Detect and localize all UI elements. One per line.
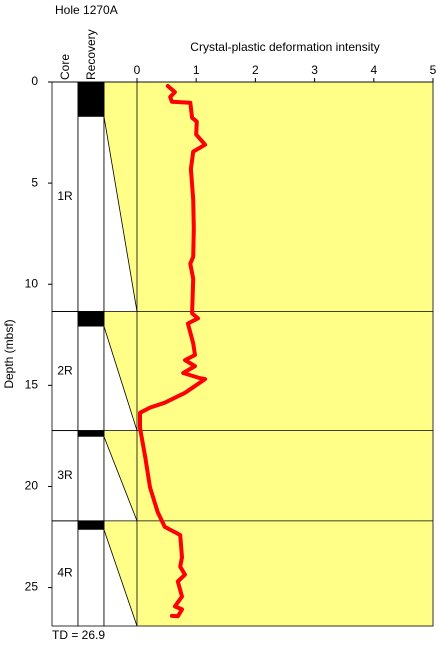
recovery-box [77, 520, 105, 627]
core-box [51, 311, 79, 432]
chart-title: Hole 1270A [55, 3, 118, 17]
recovery-box [77, 81, 105, 312]
recovered-section [78, 311, 104, 327]
x-tick-label: 4 [370, 63, 377, 77]
core-label: 3R [57, 468, 73, 482]
core-label: 4R [57, 566, 73, 580]
recovered-section [78, 520, 104, 530]
recovery-header: Recovery [84, 29, 98, 80]
core-box [51, 520, 79, 627]
recovered-section [78, 82, 104, 117]
plot-background [104, 82, 433, 626]
x-tick-label: 0 [134, 63, 141, 77]
core-header: Core [58, 54, 72, 80]
x-tick-label: 2 [252, 63, 259, 77]
y-axis-label: Depth (mbsf) [2, 319, 16, 388]
plot-frame [103, 81, 434, 627]
recovered-section [78, 430, 104, 437]
data-line [138, 84, 208, 619]
core-label: 1R [57, 189, 73, 203]
y-tick-label: 20 [25, 479, 39, 493]
x-tick-label: 1 [193, 63, 200, 77]
recovery-box [77, 311, 105, 432]
y-tick-label: 10 [25, 276, 39, 290]
td-label: TD = 26.9 [52, 628, 105, 642]
x-tick-label: 3 [311, 63, 318, 77]
recovery-box [77, 430, 105, 522]
x-axis-label: Crystal-plastic deformation intensity [190, 40, 379, 54]
core-box [51, 81, 79, 312]
y-tick-label: 15 [25, 378, 39, 392]
y-tick-label: 5 [31, 175, 38, 189]
y-tick-label: 0 [31, 74, 38, 88]
expansion-line [103, 529, 138, 627]
x-tick-label: 5 [430, 63, 437, 77]
expansion-line [103, 326, 138, 431]
expansion-line [103, 116, 138, 312]
y-tick-label: 25 [25, 580, 39, 594]
core-label: 2R [57, 363, 73, 377]
expansion-line [103, 436, 138, 521]
